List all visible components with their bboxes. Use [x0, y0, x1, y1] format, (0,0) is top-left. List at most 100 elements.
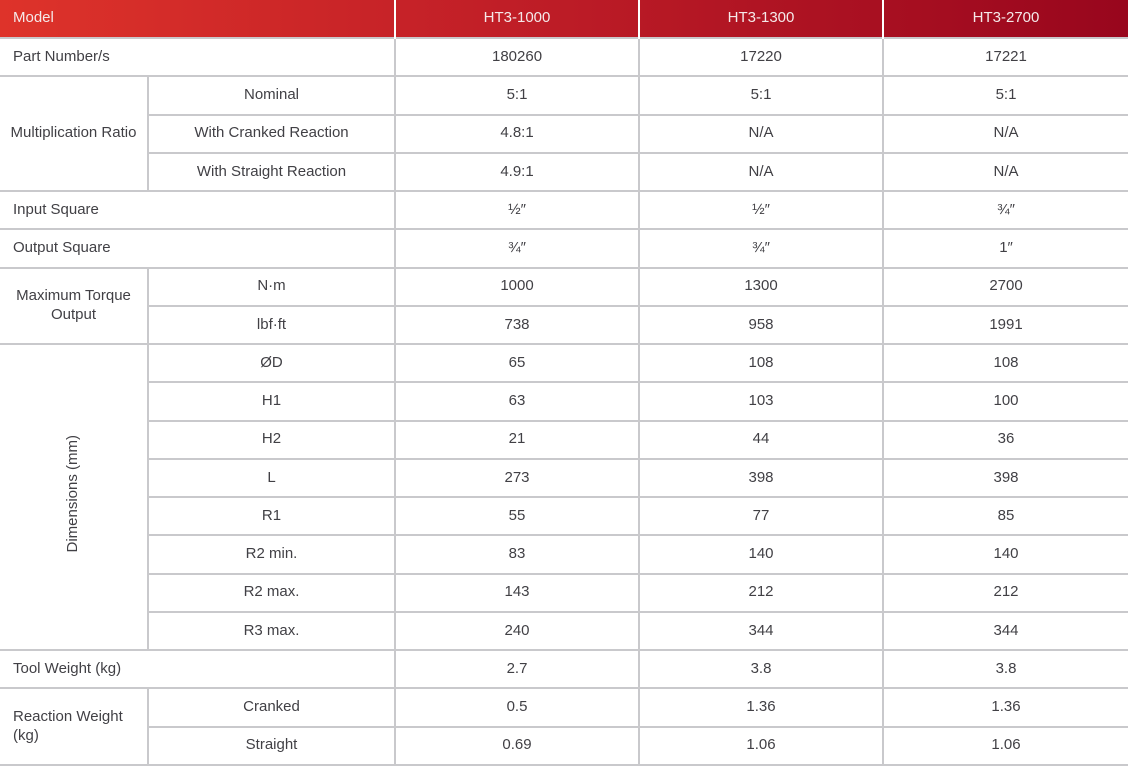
table-row: R2 max. 143 212 212 [0, 572, 1128, 613]
sub-row-label-with-straight-reaction: With Straight Reaction [146, 151, 397, 193]
value-cell: 212 [638, 572, 885, 613]
table-row: Part Number/s 180260 17220 17221 [0, 36, 1128, 78]
value-cell: 3.8 [638, 648, 885, 690]
value-cell: 1991 [882, 304, 1128, 346]
table-row: R1 55 77 85 [0, 495, 1128, 537]
spec-table-body: Part Number/s 180260 17220 17221 Multiplicat… [0, 36, 1128, 766]
value-cell: 21 [394, 419, 641, 460]
value-cell: 65 [394, 342, 641, 384]
value-cell: 63 [394, 381, 641, 422]
table-row: Output Square ¾″ ¾″ 1″ [0, 228, 1128, 269]
value-cell: ½″ [638, 189, 885, 231]
value-cell: 1300 [638, 266, 885, 307]
value-cell: 344 [638, 610, 885, 652]
table-row: Reaction Weight (kg) Cranked 0.5 1.36 1.36 [0, 687, 1128, 766]
value-cell: 2.7 [394, 648, 641, 690]
value-cell: 36 [882, 419, 1128, 460]
value-cell: 108 [882, 342, 1128, 384]
row-label-input-square: Input Square [0, 189, 397, 231]
model-header-cell: Model [13, 9, 54, 27]
model-header-row: Model HT3-1000 HT3-1300 HT3-2700 [0, 0, 1128, 38]
value-cell: 77 [638, 495, 885, 537]
value-cell: 1000 [394, 266, 641, 307]
sub-row-label-l: L [146, 457, 397, 499]
column-header-ht3-1300: HT3-1300 [638, 0, 884, 38]
value-cell: 143 [394, 572, 641, 613]
value-cell: 398 [882, 457, 1128, 499]
value-cell: 398 [638, 457, 885, 499]
vertical-label-text: Dimensions (mm) [64, 435, 82, 553]
value-cell: N/A [882, 151, 1128, 193]
value-cell: 103 [638, 381, 885, 422]
value-cell: ¾″ [882, 189, 1128, 231]
table-row: Maximum Torque Output N·m 1000 1300 2700 [0, 266, 1128, 345]
value-cell: 180260 [394, 36, 641, 78]
row-label-part-number-s: Part Number/s [0, 36, 397, 78]
row-label-tool-weight-kg: Tool Weight (kg) [0, 648, 397, 690]
sub-row-label-h2: H2 [146, 419, 397, 460]
sub-row-label-r2-max: R2 max. [146, 572, 397, 613]
value-cell: ½″ [394, 189, 641, 231]
value-cell: 273 [394, 457, 641, 499]
sub-row-label-r2-min: R2 min. [146, 534, 397, 575]
table-row: With Cranked Reaction 4.8:1 N/A N/A [0, 113, 1128, 154]
value-cell: 4.9:1 [394, 151, 641, 193]
value-cell: 4.8:1 [394, 113, 641, 154]
sub-row-label-r1: R1 [146, 495, 397, 537]
table-row: R3 max. 240 344 344 [0, 610, 1128, 652]
value-cell: 140 [882, 534, 1128, 575]
table-row: H1 63 103 100 [0, 381, 1128, 422]
value-cell: 958 [638, 304, 885, 346]
value-cell: 17221 [882, 36, 1128, 78]
table-row: Input Square ½″ ½″ ¾″ [0, 189, 1128, 231]
value-cell: 1.06 [882, 725, 1128, 766]
sub-row-label-with-cranked-reaction: With Cranked Reaction [146, 113, 397, 154]
table-row: R2 min. 83 140 140 [0, 534, 1128, 575]
value-cell: 344 [882, 610, 1128, 652]
table-row: H2 21 44 36 [0, 419, 1128, 460]
table-row: Multiplication Ratio Nominal 5:1 5:1 5:1 [0, 75, 1128, 192]
column-header-ht3-1000: HT3-1000 [394, 0, 640, 38]
table-row: Tool Weight (kg) 2.7 3.8 3.8 [0, 648, 1128, 690]
value-cell: 5:1 [394, 75, 641, 116]
row-label-dimensions-mm: Dimensions (mm) [0, 343, 149, 651]
value-cell: 212 [882, 572, 1128, 613]
value-cell: 1.36 [882, 687, 1128, 728]
value-cell: 3.8 [882, 648, 1128, 690]
value-cell: 1.06 [638, 725, 885, 766]
sub-row-label-lbf-ft: lbf·ft [146, 304, 397, 346]
value-cell: 0.69 [394, 725, 641, 766]
value-cell: 100 [882, 381, 1128, 422]
value-cell: N/A [638, 151, 885, 193]
table-row: lbf·ft 738 958 1991 [0, 304, 1128, 346]
value-cell: 1.36 [638, 687, 885, 728]
value-cell: 5:1 [882, 75, 1128, 116]
table-row: Straight 0.69 1.06 1.06 [0, 725, 1128, 766]
sub-row-label-r3-max: R3 max. [146, 610, 397, 652]
value-cell: 240 [394, 610, 641, 652]
value-cell: 108 [638, 342, 885, 384]
table-row: L 273 398 398 [0, 457, 1128, 499]
value-cell: 140 [638, 534, 885, 575]
value-cell: 83 [394, 534, 641, 575]
value-cell: ¾″ [394, 228, 641, 269]
row-label-multiplication-ratio: Multiplication Ratio [0, 75, 149, 192]
table-row: With Straight Reaction 4.9:1 N/A N/A [0, 151, 1128, 193]
value-cell: 17220 [638, 36, 885, 78]
value-cell: 2700 [882, 266, 1128, 307]
sub-row-label-h1: H1 [146, 381, 397, 422]
table-row: Dimensions (mm) ØD 65 108 108 [0, 342, 1128, 651]
value-cell: N/A [882, 113, 1128, 154]
column-header-ht3-2700: HT3-2700 [882, 0, 1128, 38]
sub-row-label-nominal: Nominal [146, 75, 397, 116]
row-label-maximum-torque-output: Maximum Torque Output [0, 266, 149, 345]
value-cell: ¾″ [638, 228, 885, 269]
value-cell: 55 [394, 495, 641, 537]
value-cell: 44 [638, 419, 885, 460]
sub-row-label-straight: Straight [146, 725, 397, 766]
sub-row-label-cranked: Cranked [146, 687, 397, 728]
value-cell: 0.5 [394, 687, 641, 728]
sub-row-label-d: ØD [146, 342, 397, 384]
